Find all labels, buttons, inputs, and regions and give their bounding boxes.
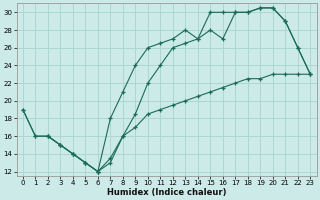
X-axis label: Humidex (Indice chaleur): Humidex (Indice chaleur) (107, 188, 226, 197)
